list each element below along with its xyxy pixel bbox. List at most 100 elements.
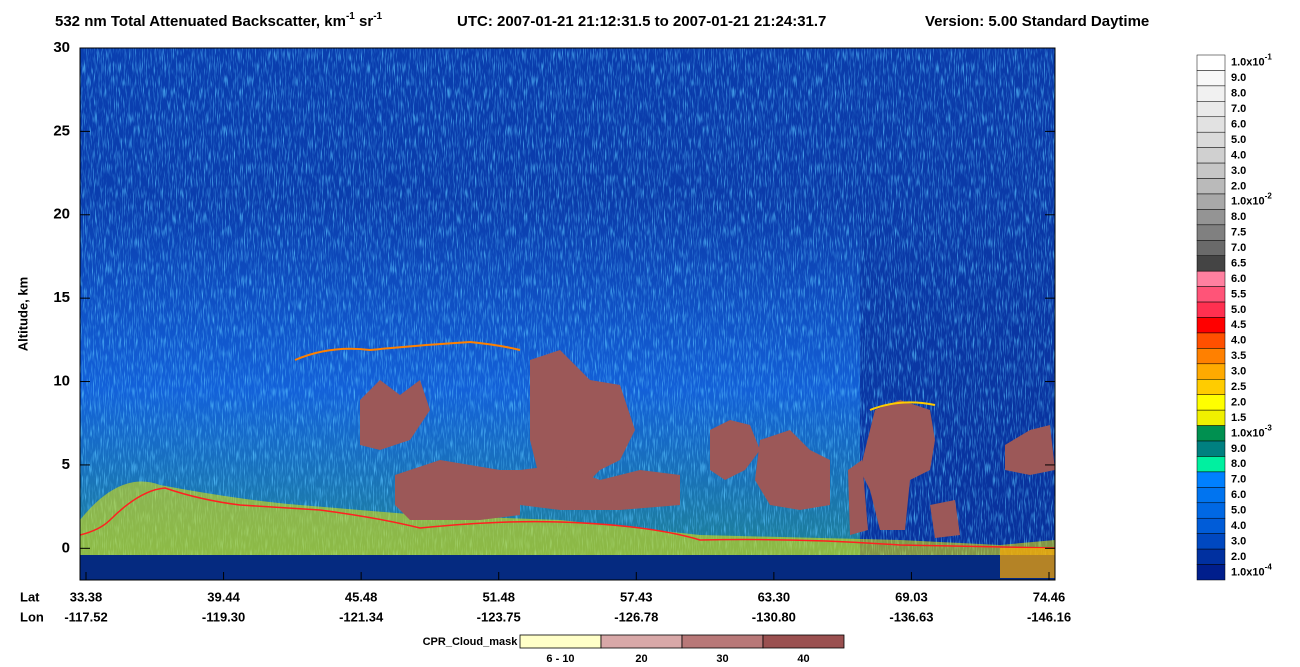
title-text: sr bbox=[355, 13, 374, 30]
colorbar-box bbox=[1196, 85, 1226, 102]
cpr-bin-label: 30 bbox=[716, 653, 728, 665]
colorbar-label-text: 9.0 bbox=[1231, 443, 1246, 455]
lat-tick-label: 69.03 bbox=[895, 589, 928, 604]
colorbar-box bbox=[1196, 533, 1226, 550]
colorbar-box bbox=[1196, 471, 1226, 488]
colorbar-box bbox=[1196, 348, 1226, 365]
colorbar-label-text: 4.0 bbox=[1231, 335, 1246, 347]
colorbar-label-text: 5.0 bbox=[1231, 304, 1246, 316]
colorbar-label: 5.5 bbox=[1231, 288, 1246, 300]
colorbar-label: 9.0 bbox=[1231, 72, 1246, 84]
colorbar-label-text: 6.5 bbox=[1231, 257, 1246, 269]
lon-tick-label: -136.63 bbox=[889, 609, 933, 624]
title-sup: -1 bbox=[373, 11, 382, 22]
colorbar-label-text: 3.5 bbox=[1231, 350, 1246, 362]
colorbar-label-text: 3.0 bbox=[1231, 535, 1246, 547]
colorbar-label: 8.0 bbox=[1231, 211, 1246, 223]
colorbar-label: 2.0 bbox=[1231, 180, 1246, 192]
colorbar-box bbox=[1196, 332, 1226, 349]
colorbar-label-text: 4.0 bbox=[1231, 149, 1246, 161]
colorbar-box bbox=[1196, 209, 1226, 226]
colorbar-label: 1.0x10-4 bbox=[1231, 562, 1272, 578]
lon-tick-label: -123.75 bbox=[477, 609, 521, 624]
lon-tick-label: -126.78 bbox=[614, 609, 658, 624]
colorbar-label-text: 4.0 bbox=[1231, 520, 1246, 532]
colorbar-label-text: 5.0 bbox=[1231, 504, 1246, 516]
cpr-box bbox=[519, 634, 602, 649]
y-tick-label: 0 bbox=[62, 539, 70, 556]
colorbar-box bbox=[1196, 286, 1226, 303]
colorbar-box bbox=[1196, 116, 1226, 133]
colorbar-label-text: 8.0 bbox=[1231, 211, 1246, 223]
colorbar-box bbox=[1196, 70, 1226, 87]
colorbar-label: 6.0 bbox=[1231, 489, 1246, 501]
colorbar-label: 1.0x10-1 bbox=[1231, 53, 1272, 69]
colorbar-label-text: 1.0x10 bbox=[1231, 57, 1265, 69]
colorbar-label-text: 7.0 bbox=[1231, 103, 1246, 115]
colorbar-label: 5.0 bbox=[1231, 134, 1246, 146]
colorbar-box bbox=[1196, 394, 1226, 411]
cpr-bin-label: 20 bbox=[635, 653, 647, 665]
colorbar-label: 2.0 bbox=[1231, 551, 1246, 563]
y-axis-label: Altitude, km bbox=[15, 277, 30, 351]
colorbar-label-text: 6.0 bbox=[1231, 118, 1246, 130]
colorbar-label-text: 7.5 bbox=[1231, 226, 1246, 238]
colorbar-label-text: 8.0 bbox=[1231, 88, 1246, 100]
colorbar-label: 8.0 bbox=[1231, 88, 1246, 100]
colorbar-label-sup: -3 bbox=[1265, 423, 1273, 432]
lon-tick-label: -117.52 bbox=[64, 609, 107, 624]
colorbar-label-text: 4.5 bbox=[1231, 319, 1246, 331]
cpr-label: CPR_Cloud_mask bbox=[423, 636, 519, 648]
colorbar-label-text: 6.0 bbox=[1231, 273, 1246, 285]
colorbar-label-text: 1.5 bbox=[1231, 412, 1246, 424]
colorbar-box bbox=[1196, 270, 1226, 287]
colorbar-label-text: 7.0 bbox=[1231, 242, 1246, 254]
y-tick-label: 20 bbox=[53, 206, 70, 223]
lat-tick-label: 51.48 bbox=[482, 589, 515, 604]
colorbar-label-text: 5.5 bbox=[1231, 288, 1246, 300]
lon-tick-label: -121.34 bbox=[339, 609, 384, 624]
y-tick-label: 25 bbox=[53, 122, 70, 139]
colorbar-box bbox=[1196, 162, 1226, 179]
colorbar-label: 5.0 bbox=[1231, 304, 1246, 316]
colorbar-label-text: 2.5 bbox=[1231, 381, 1246, 393]
cloud-tops bbox=[294, 340, 936, 411]
colorbar-label: 4.0 bbox=[1231, 335, 1246, 347]
colorbar-box bbox=[1196, 487, 1226, 504]
colorbar-label: 6.0 bbox=[1231, 118, 1246, 130]
colorbar-label: 9.0 bbox=[1231, 443, 1246, 455]
colorbar-label-text: 2.0 bbox=[1231, 551, 1246, 563]
colorbar-box bbox=[1196, 54, 1226, 71]
colorbar-label: 1.0x10-2 bbox=[1231, 192, 1272, 208]
y-tick-label: 15 bbox=[53, 289, 70, 306]
subsurface bbox=[80, 555, 1055, 580]
colorbar-label: 7.0 bbox=[1231, 242, 1246, 254]
colorbar-label: 4.5 bbox=[1231, 319, 1246, 331]
lat-tick-label: 57.43 bbox=[620, 589, 653, 604]
colorbar-label-text: 1.0x10 bbox=[1231, 566, 1265, 578]
colorbar-label-text: 3.0 bbox=[1231, 365, 1246, 377]
colorbar-box bbox=[1196, 240, 1226, 256]
colorbar-box bbox=[1196, 193, 1226, 210]
colorbar-label: 2.0 bbox=[1231, 396, 1246, 408]
colorbar-label: 3.0 bbox=[1231, 365, 1246, 377]
colorbar-label-sup: -2 bbox=[1265, 192, 1273, 201]
colorbar-box bbox=[1196, 224, 1226, 241]
y-tick-label: 10 bbox=[53, 373, 70, 390]
colorbar-box bbox=[1196, 147, 1226, 164]
colorbar-label-sup: -1 bbox=[1265, 53, 1273, 62]
colorbar-label: 5.0 bbox=[1231, 504, 1246, 516]
y-tick-label: 30 bbox=[53, 39, 70, 56]
colorbar-box bbox=[1196, 548, 1226, 565]
colorbar-label-text: 5.0 bbox=[1231, 134, 1246, 146]
colorbar-box bbox=[1196, 101, 1226, 118]
colorbar-box bbox=[1196, 363, 1226, 380]
lat-tick-label: 45.48 bbox=[345, 589, 378, 604]
colorbar-label: 8.0 bbox=[1231, 458, 1246, 470]
colorbar-box bbox=[1196, 379, 1226, 395]
colorbar-label: 6.0 bbox=[1231, 273, 1246, 285]
colorbar-label: 1.5 bbox=[1231, 412, 1246, 424]
cpr-bin-label: 40 bbox=[797, 653, 809, 665]
cloud-mask bbox=[360, 350, 1055, 538]
